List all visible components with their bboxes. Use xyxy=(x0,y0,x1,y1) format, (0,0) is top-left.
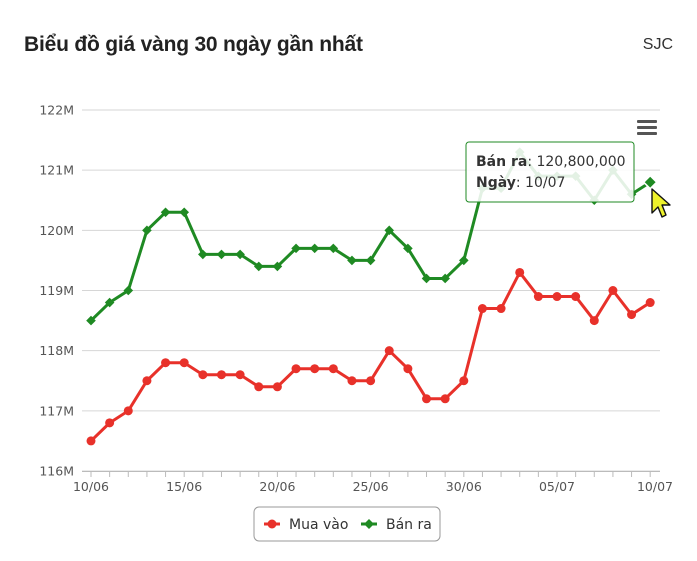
data-point[interactable] xyxy=(347,255,357,266)
tooltip-value: : 120,800,000 xyxy=(527,154,625,170)
y-tick-label: 117M xyxy=(39,403,74,418)
data-point[interactable] xyxy=(309,243,320,254)
data-point[interactable] xyxy=(403,364,413,374)
data-point[interactable] xyxy=(403,243,413,254)
data-point[interactable] xyxy=(642,174,658,190)
data-point[interactable] xyxy=(589,316,599,326)
data-point[interactable] xyxy=(160,207,171,218)
y-tick-label: 119M xyxy=(39,283,74,298)
data-point[interactable] xyxy=(254,382,264,392)
x-tick-label: 15/06 xyxy=(166,479,202,494)
axes: 116M 117M 118M 119M 120M 121M 122M 10/06 15/06 20… xyxy=(39,103,673,495)
data-point[interactable] xyxy=(179,207,189,218)
legend-item-buy[interactable]: Mua vào xyxy=(264,517,348,533)
data-point[interactable] xyxy=(272,261,283,272)
data-point[interactable] xyxy=(291,364,301,374)
data-point[interactable] xyxy=(627,310,637,320)
data-point[interactable] xyxy=(253,261,264,272)
x-tick-label: 20/06 xyxy=(259,479,295,494)
data-point[interactable] xyxy=(86,315,96,326)
series-buy xyxy=(86,267,655,446)
chart-header: Biểu đồ giá vàng 30 ngày gần nhất SJC xyxy=(0,0,697,80)
data-point[interactable] xyxy=(142,225,152,236)
y-tick-label: 120M xyxy=(39,223,74,238)
data-point[interactable] xyxy=(459,376,469,386)
data-point[interactable] xyxy=(365,255,376,266)
data-point[interactable] xyxy=(198,370,208,380)
hamburger-menu-icon[interactable] xyxy=(636,118,658,138)
x-tick-label: 25/06 xyxy=(353,479,389,494)
y-tick-label: 122M xyxy=(39,103,74,118)
data-point[interactable] xyxy=(384,225,395,236)
data-point[interactable] xyxy=(328,243,339,254)
data-point[interactable] xyxy=(179,358,189,368)
x-tick-label: 30/06 xyxy=(446,479,482,494)
data-point[interactable] xyxy=(142,376,152,386)
y-tick-label: 116M xyxy=(39,464,74,479)
tooltip: Bán ra: 120,800,000 Ngày: 10/07 xyxy=(465,141,635,203)
legend-item-sell[interactable]: Bán ra xyxy=(361,517,432,533)
legend-label-sell: Bán ra xyxy=(386,517,432,533)
mouse-pointer-icon xyxy=(651,188,671,218)
data-point[interactable] xyxy=(161,358,171,368)
data-point[interactable] xyxy=(571,292,581,302)
y-tick-label: 118M xyxy=(39,343,74,358)
data-point[interactable] xyxy=(216,249,227,260)
tooltip-series-label: Bán ra xyxy=(476,154,527,170)
data-point[interactable] xyxy=(645,298,655,308)
data-point[interactable] xyxy=(123,406,133,416)
data-point[interactable] xyxy=(328,364,338,374)
data-point[interactable] xyxy=(422,394,432,404)
data-point[interactable] xyxy=(123,285,134,296)
data-point[interactable] xyxy=(384,346,394,356)
data-point[interactable] xyxy=(477,304,487,314)
data-point[interactable] xyxy=(421,273,432,284)
data-point[interactable] xyxy=(216,370,226,380)
data-point[interactable] xyxy=(198,249,208,260)
data-point[interactable] xyxy=(235,249,245,260)
data-point[interactable] xyxy=(440,273,450,284)
source-label: SJC xyxy=(642,36,673,53)
data-point[interactable] xyxy=(347,376,357,386)
data-point[interactable] xyxy=(104,297,115,308)
x-tick-label: 10/07 xyxy=(637,479,673,494)
legend: Mua vào Bán ra xyxy=(253,506,441,542)
data-point[interactable] xyxy=(272,382,282,392)
data-point[interactable] xyxy=(291,243,301,254)
data-point[interactable] xyxy=(235,370,245,380)
svg-text:Bán ra: 120,800,000: Bán ra: 120,800,000 xyxy=(476,154,626,170)
data-point[interactable] xyxy=(86,436,96,446)
data-point[interactable] xyxy=(459,255,469,266)
data-point[interactable] xyxy=(366,376,376,386)
x-tick-label: 05/07 xyxy=(539,479,575,494)
data-point[interactable] xyxy=(515,267,525,277)
legend-label-buy: Mua vào xyxy=(289,517,348,533)
series-line xyxy=(89,270,652,442)
data-point[interactable] xyxy=(440,394,450,404)
tooltip-date-label: Ngày xyxy=(476,175,516,191)
data-point[interactable] xyxy=(608,286,618,295)
data-point[interactable] xyxy=(310,364,320,374)
x-tick-label: 10/06 xyxy=(73,479,109,494)
data-point[interactable] xyxy=(533,292,543,302)
chart-title: Biểu đồ giá vàng 30 ngày gần nhất xyxy=(24,33,363,56)
svg-text:Ngày: 10/07: Ngày: 10/07 xyxy=(476,175,565,191)
data-point[interactable] xyxy=(496,304,506,314)
y-tick-label: 121M xyxy=(39,163,74,178)
tooltip-date: : 10/07 xyxy=(516,175,566,191)
data-point[interactable] xyxy=(552,292,562,302)
data-point[interactable] xyxy=(105,418,115,428)
